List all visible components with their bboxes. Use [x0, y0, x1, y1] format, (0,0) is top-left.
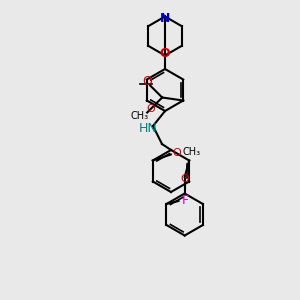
Text: O: O: [142, 74, 152, 88]
Text: N: N: [160, 11, 170, 25]
Text: F: F: [182, 194, 189, 207]
Text: CH₃: CH₃: [130, 111, 149, 121]
Text: O: O: [160, 47, 170, 61]
Text: O: O: [180, 174, 189, 184]
Text: O: O: [146, 104, 155, 114]
Text: O: O: [172, 148, 181, 158]
Text: CH₃: CH₃: [183, 146, 201, 157]
Text: HN: HN: [139, 122, 158, 136]
